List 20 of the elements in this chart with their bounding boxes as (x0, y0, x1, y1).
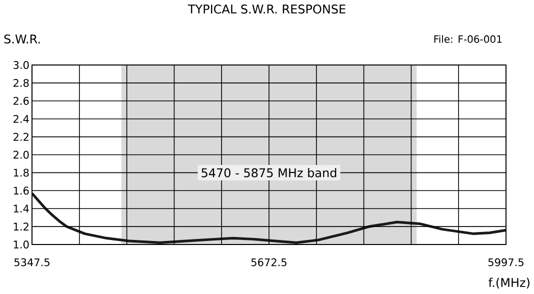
line-series (32, 192, 506, 244)
y-tick-label: 2.4 (14, 114, 29, 123)
x-axis-title: f.(MHz) (488, 278, 530, 288)
chart-title: TYPICAL S.W.R. RESPONSE (188, 4, 346, 14)
y-tick-label: 1.4 (14, 204, 29, 212)
y-tick-label: 2.2 (14, 132, 28, 141)
text: File: F-06-001 (434, 35, 502, 43)
band-label: 5470 - 5875 MHz band (202, 168, 336, 178)
y-tick-label: 1.2 (14, 222, 28, 230)
x-tick-label: 5347.5 (14, 258, 50, 266)
y-tick-label: 2.8 (14, 78, 29, 87)
y-tick-label: 1.6 (14, 186, 29, 195)
x-tick-label: 5997.5 (488, 258, 524, 266)
y-tick-label: 1.0 (14, 240, 29, 248)
x-tick-label: 5672.5 (251, 258, 286, 266)
y-tick-label: 3.0 (14, 61, 29, 69)
y-axis-title: S.W.R. (4, 34, 40, 44)
y-tick-label: 2.0 (14, 150, 29, 159)
y-tick-label: 2.6 (14, 96, 29, 105)
y-tick-label: 1.8 (14, 168, 29, 177)
